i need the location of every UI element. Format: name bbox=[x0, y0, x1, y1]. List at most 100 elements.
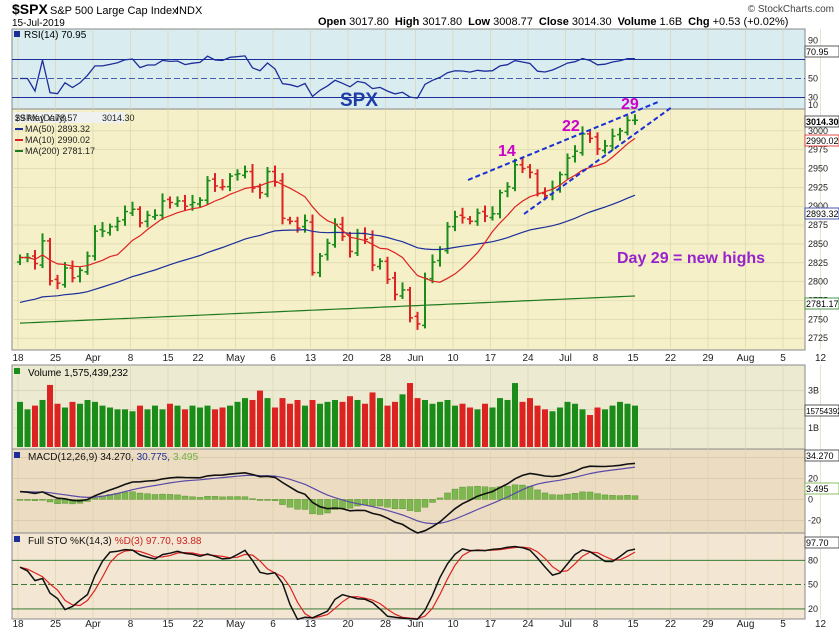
price-bar bbox=[369, 230, 376, 272]
price-bar bbox=[167, 196, 173, 209]
x-tick-label: 22 bbox=[665, 353, 677, 364]
macd-histogram-bar bbox=[91, 497, 99, 500]
copyright: © StockCharts.com bbox=[748, 4, 834, 15]
x-tick-label: 6 bbox=[270, 353, 276, 364]
volume-bar bbox=[534, 405, 541, 447]
x-tick-label: Jun bbox=[407, 353, 423, 364]
volume-bar bbox=[69, 401, 76, 447]
price-bar bbox=[234, 169, 241, 181]
chart-title: SPX bbox=[340, 90, 378, 111]
price-tick-label: 2875 bbox=[808, 220, 828, 230]
price-bar bbox=[107, 223, 113, 236]
price-bar bbox=[129, 201, 136, 217]
macd-tag-box bbox=[804, 449, 839, 462]
volume-bar bbox=[227, 405, 233, 447]
price-tick-label: 2800 bbox=[808, 277, 828, 287]
macd-histogram-bar bbox=[564, 493, 571, 500]
volume-bar bbox=[332, 399, 338, 447]
volume-bar bbox=[144, 409, 151, 447]
macd-histogram-bar bbox=[346, 499, 354, 509]
macd-histogram-bar bbox=[474, 486, 481, 500]
price-bar bbox=[617, 127, 623, 141]
x-tick-label: 29 bbox=[702, 619, 714, 630]
x-tick-label: 22 bbox=[192, 619, 204, 630]
volume-bar bbox=[512, 383, 518, 447]
volume-bar bbox=[392, 401, 398, 447]
price-bar bbox=[242, 165, 248, 179]
volume-bar bbox=[182, 409, 188, 447]
macd-histogram-bar bbox=[451, 488, 459, 500]
macd-histogram-bar bbox=[286, 499, 294, 508]
macd-title: MACD(12,26,9) 34.270, 30.775, 3.495 bbox=[28, 452, 198, 463]
x-tick-label: 8 bbox=[593, 619, 599, 630]
macd-histogram-bar bbox=[369, 499, 376, 507]
volume-bar bbox=[32, 405, 38, 447]
price-bar bbox=[489, 206, 496, 221]
macd-histogram-bar bbox=[174, 494, 181, 500]
volume-tag-box bbox=[804, 404, 839, 417]
volume-bar bbox=[77, 403, 83, 447]
macd-histogram-bar bbox=[241, 496, 249, 500]
volume-bar bbox=[414, 398, 421, 447]
volume-bar bbox=[264, 398, 271, 447]
x-tick-label: 17 bbox=[485, 353, 497, 364]
price-bar bbox=[399, 282, 406, 299]
macd-histogram-bar bbox=[489, 487, 496, 500]
volume-bar bbox=[17, 401, 23, 447]
price-bar bbox=[197, 197, 203, 208]
volume-bar bbox=[219, 407, 226, 447]
note-text: Day 29 = new highs bbox=[617, 250, 765, 267]
x-tick-label: 8 bbox=[128, 619, 134, 630]
macd-histogram-bar bbox=[324, 499, 331, 514]
macd-histogram-bar bbox=[459, 486, 466, 500]
price-bar bbox=[324, 238, 331, 261]
price-bar bbox=[377, 258, 383, 270]
rsi-legend-swatch bbox=[14, 31, 20, 37]
macd-histogram-bar bbox=[526, 486, 534, 500]
macd-histogram-bar bbox=[444, 492, 451, 500]
price-bar bbox=[474, 208, 481, 226]
price-bar bbox=[249, 164, 256, 193]
x-tick-label: 25 bbox=[50, 619, 62, 630]
x-tick-label: 12 bbox=[815, 619, 827, 630]
macd-histogram-bar bbox=[376, 499, 384, 507]
volume-bar bbox=[602, 409, 608, 447]
volume-bar bbox=[167, 403, 173, 447]
sto-d-line bbox=[19, 546, 636, 620]
sto-legend: Full STO %K(14,3) %D(3) 97.70, 93.88 bbox=[14, 536, 202, 547]
sto-tick-label: 20 bbox=[808, 604, 818, 614]
ma10-tag: 2990.02 bbox=[806, 136, 839, 146]
volume-bar bbox=[347, 396, 353, 447]
price-bar bbox=[227, 173, 233, 192]
ma200-tag: 2781.17 bbox=[806, 299, 839, 309]
rsi-tick-label: 50 bbox=[808, 74, 818, 84]
chart-header: $SPX S&P 500 Large Cap Index INDX 15-Jul… bbox=[12, 1, 834, 29]
chart-date: 15-Jul-2019 bbox=[12, 18, 65, 29]
price-bar bbox=[69, 260, 76, 283]
x-tick-label: 15 bbox=[627, 353, 639, 364]
legend-close-value: 3014.30 bbox=[102, 113, 135, 123]
macd-tag: 34.270 bbox=[806, 451, 834, 461]
x-tick-label: 10 bbox=[447, 619, 459, 630]
price-bar bbox=[564, 153, 571, 180]
macd-histogram-bar bbox=[159, 493, 166, 500]
price-bar bbox=[84, 251, 91, 275]
price-bar bbox=[482, 205, 488, 223]
volume-bar bbox=[527, 398, 533, 447]
price-legend: $SPX (Daily) 29 May Y:78.57 3014.30 MA(5… bbox=[13, 112, 135, 156]
price-bar bbox=[527, 164, 533, 179]
price-bar bbox=[429, 254, 436, 284]
price-bar bbox=[572, 145, 578, 163]
x-tick-label: 17 bbox=[485, 619, 497, 630]
macd-histogram-bar bbox=[609, 495, 616, 500]
price-bar bbox=[512, 158, 518, 192]
x-tick-label: 6 bbox=[270, 619, 276, 630]
annotations: 14 22 29 Day 29 = new highs bbox=[467, 96, 765, 267]
symbol: $SPX bbox=[12, 1, 48, 17]
price-bar bbox=[497, 189, 503, 219]
macd-histogram-bar bbox=[571, 493, 579, 500]
volume-tag: 1575439232 bbox=[806, 407, 839, 416]
price-bar bbox=[392, 271, 398, 301]
volume-bar bbox=[429, 403, 436, 447]
price-bar bbox=[452, 210, 458, 232]
